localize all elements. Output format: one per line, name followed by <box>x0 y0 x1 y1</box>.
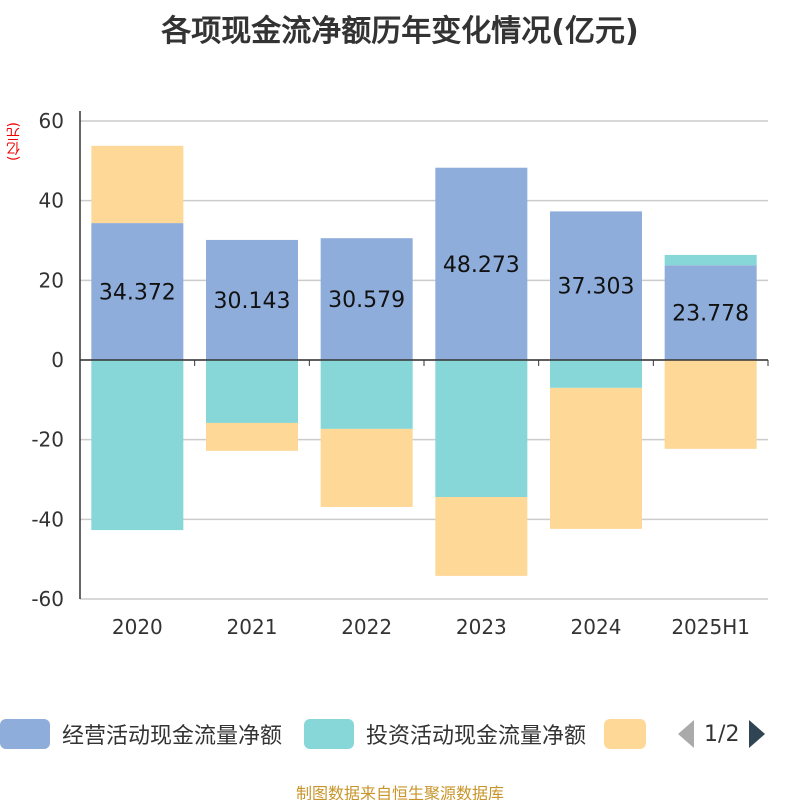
bar-series0-2022 <box>320 238 413 360</box>
bar-series2-2022 <box>320 428 413 507</box>
bar-series1-2020 <box>91 360 184 531</box>
bar-series2-2020 <box>91 145 184 224</box>
bar-series2-2023 <box>435 497 528 576</box>
bar-series1-2024 <box>550 360 642 388</box>
data-source: 制图数据来自恒生聚源数据库 <box>295 784 504 800</box>
plot-area: 60 40 20 0 -20 -40 -60 2020 34.372 2021 30.143 2022… <box>31 109 769 639</box>
chart-title: 各项现金流净额历年变化情况(亿元) <box>161 14 639 49</box>
bar-series1-2021 <box>206 360 298 423</box>
x-tick-label: 2021 <box>227 615 278 639</box>
bar-series0-2025H1 <box>664 265 757 360</box>
data-label: 30.579 <box>328 288 405 313</box>
y-tick-label: -20 <box>31 428 64 452</box>
x-tick-label: 2020 <box>112 615 163 639</box>
x-tick-label: 2022 <box>341 615 392 639</box>
legend-swatch-investing[interactable] <box>304 719 355 749</box>
legend-swatch-third[interactable] <box>604 719 647 749</box>
y-tick-label: 20 <box>39 268 64 292</box>
bar-series0-2023 <box>435 167 528 360</box>
legend-next-icon[interactable] <box>749 720 766 748</box>
legend-label-operating[interactable]: 经营活动现金流量净额 <box>62 724 283 749</box>
data-label: 37.303 <box>558 275 635 300</box>
y-tick-label: 0 <box>51 348 64 372</box>
legend: 经营活动现金流量净额 投资活动现金流量净额 1/2 <box>0 718 766 750</box>
bar-series0-2020 <box>91 223 184 360</box>
y-tick-label: 40 <box>39 189 64 213</box>
y-tick-label: -60 <box>31 587 64 611</box>
bar-series0-2021 <box>206 239 298 360</box>
data-label: 48.273 <box>443 253 520 278</box>
x-tick-label: 2024 <box>571 615 622 639</box>
legend-prev-icon[interactable] <box>678 720 695 748</box>
bar-series2-2024 <box>550 387 642 529</box>
x-tick-label: 2023 <box>456 615 507 639</box>
y-tick-label: -40 <box>31 507 64 531</box>
bar-series1-2023 <box>435 360 528 498</box>
legend-swatch-operating[interactable] <box>0 719 50 749</box>
data-label: 30.143 <box>214 289 291 314</box>
data-label: 34.372 <box>99 281 176 306</box>
bar-series2-2021 <box>206 422 298 451</box>
bar-series1-2025H1 <box>664 254 757 266</box>
y-tick-label: 60 <box>39 109 64 133</box>
bar-series0-2024 <box>550 211 642 360</box>
bar-series1-2022 <box>320 360 413 429</box>
bar-series2-2025H1 <box>664 360 757 449</box>
x-tick-label: 2025H1 <box>671 615 750 639</box>
legend-label-investing[interactable]: 投资活动现金流量净额 <box>366 724 587 749</box>
legend-page-indicator: 1/2 <box>704 721 740 747</box>
data-label: 23.778 <box>672 302 749 327</box>
